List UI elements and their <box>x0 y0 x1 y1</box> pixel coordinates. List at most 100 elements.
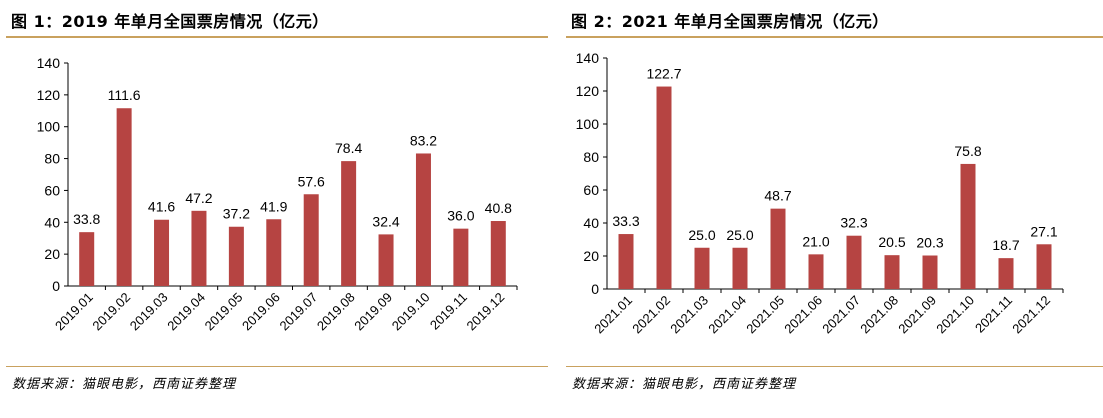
bar-chart-2019: 0 20 40 60 80 100 120 140 33.8 2019.01 111.6 2019.0… <box>37 55 518 334</box>
bar-value-label: 57.6 <box>298 173 325 189</box>
bar <box>656 86 672 289</box>
bar <box>732 247 748 289</box>
bar-value-label: 48.7 <box>764 188 791 204</box>
y-tick-label: 20 <box>583 248 599 264</box>
bar <box>116 108 132 286</box>
y-tick-label: 80 <box>583 149 599 165</box>
chart-title: 图 2：2021 年单月全国票房情况（亿元） <box>571 12 889 31</box>
source-note: 数据来源：猫眼电影，西南证券整理 <box>12 377 237 392</box>
y-tick-label: 60 <box>583 182 599 198</box>
x-tick-label: 2019.10 <box>389 290 433 334</box>
x-tick-label: 2019.06 <box>239 290 283 334</box>
bar-value-label: 25.0 <box>726 227 753 243</box>
x-tick-label: 2021.11 <box>972 293 1015 336</box>
x-tick-label: 2021.07 <box>819 293 863 337</box>
source-note: 数据来源：猫眼电影，西南证券整理 <box>572 377 797 392</box>
y-tick-label: 20 <box>44 246 60 262</box>
x-tick-label: 2021.06 <box>781 293 825 337</box>
x-tick-label: 2021.10 <box>933 293 977 337</box>
x-tick-label: 2019.12 <box>464 290 508 334</box>
bar <box>341 161 357 286</box>
y-tick-label: 40 <box>583 215 599 231</box>
bar <box>303 194 319 286</box>
bar <box>415 153 431 286</box>
bar <box>79 232 95 286</box>
bar <box>191 210 207 286</box>
y-tick-label: 0 <box>52 278 60 294</box>
y-tick-label: 60 <box>44 182 60 198</box>
bar <box>770 208 786 289</box>
bar-value-label: 122.7 <box>646 66 681 82</box>
bar <box>154 219 170 286</box>
x-tick-label: 2019.04 <box>164 290 208 334</box>
bar-value-label: 20.3 <box>916 235 943 251</box>
y-tick-label: 140 <box>37 55 61 71</box>
bar <box>694 247 710 289</box>
bar <box>490 221 506 286</box>
x-tick-label: 2019.05 <box>202 290 246 334</box>
y-tick-label: 40 <box>44 214 60 230</box>
source-divider <box>6 366 548 367</box>
bar-value-label: 33.3 <box>612 213 639 229</box>
bar-value-label: 25.0 <box>688 227 715 243</box>
y-tick-label: 140 <box>576 50 600 66</box>
bar-value-label: 41.9 <box>260 198 287 214</box>
bar-chart-2021: 0 20 40 60 80 100 120 140 33.3 2021.01 122.7 2021.0… <box>576 50 1064 337</box>
bar-value-label: 41.6 <box>148 199 175 215</box>
x-tick-label: 2021.09 <box>895 293 939 337</box>
bar-value-label: 32.4 <box>372 213 399 229</box>
bar-value-label: 75.8 <box>954 143 981 159</box>
x-tick-label: 2019.01 <box>52 290 96 334</box>
x-tick-label: 2021.02 <box>629 293 673 337</box>
bar-value-label: 47.2 <box>185 190 212 206</box>
bar-value-label: 20.5 <box>878 234 905 250</box>
chart-title: 图 1：2019 年单月全国票房情况（亿元） <box>11 12 329 31</box>
y-tick-label: 100 <box>576 116 600 132</box>
bar-value-label: 40.8 <box>485 200 512 216</box>
bar <box>846 235 862 289</box>
bar <box>453 228 469 286</box>
bar <box>1036 244 1052 289</box>
bar-value-label: 21.0 <box>802 233 829 249</box>
bar-value-label: 83.2 <box>410 132 437 148</box>
bar <box>808 254 824 289</box>
x-tick-label: 2019.09 <box>351 290 395 334</box>
bar <box>884 255 900 289</box>
x-tick-label: 2021.03 <box>667 293 711 337</box>
x-tick-label: 2021.05 <box>743 293 787 337</box>
y-tick-label: 120 <box>576 83 600 99</box>
chart-panel-2019: 图 1：2019 年单月全国票房情况（亿元） 0 20 40 60 80 100 120 14… <box>0 0 548 418</box>
x-tick-label: 2019.02 <box>89 290 133 334</box>
bar-value-label: 78.4 <box>335 140 362 156</box>
bar <box>922 255 938 289</box>
bar-value-label: 32.3 <box>840 215 867 231</box>
x-tick-label: 2021.01 <box>591 293 635 337</box>
bar <box>960 163 976 289</box>
x-tick-label: 2019.11 <box>427 290 470 333</box>
y-tick-label: 0 <box>591 281 599 297</box>
x-tick-label: 2019.08 <box>314 290 358 334</box>
bar-value-label: 27.1 <box>1030 223 1057 239</box>
bar-value-label: 111.6 <box>108 87 141 103</box>
y-tick-label: 100 <box>37 119 61 135</box>
title-divider <box>566 36 1103 38</box>
x-tick-label: 2019.07 <box>276 290 320 334</box>
title-divider <box>6 36 548 38</box>
bar <box>266 219 282 286</box>
bar-value-label: 37.2 <box>223 206 250 222</box>
chart-panel-2021: 图 2：2021 年单月全国票房情况（亿元） 0 20 40 60 80 100 120 14… <box>560 0 1103 418</box>
x-tick-label: 2021.04 <box>705 293 749 337</box>
source-divider <box>566 366 1103 367</box>
bar-value-label: 36.0 <box>447 208 474 224</box>
bar <box>228 226 244 286</box>
y-tick-label: 120 <box>37 87 61 103</box>
bar-value-label: 33.8 <box>73 211 100 227</box>
bar <box>998 258 1014 289</box>
bar <box>618 234 634 289</box>
bar-value-label: 18.7 <box>992 237 1019 253</box>
x-tick-label: 2021.08 <box>857 293 901 337</box>
y-tick-label: 80 <box>44 151 60 167</box>
bar <box>378 234 394 286</box>
x-tick-label: 2019.03 <box>127 290 171 334</box>
x-tick-label: 2021.12 <box>1009 293 1053 337</box>
